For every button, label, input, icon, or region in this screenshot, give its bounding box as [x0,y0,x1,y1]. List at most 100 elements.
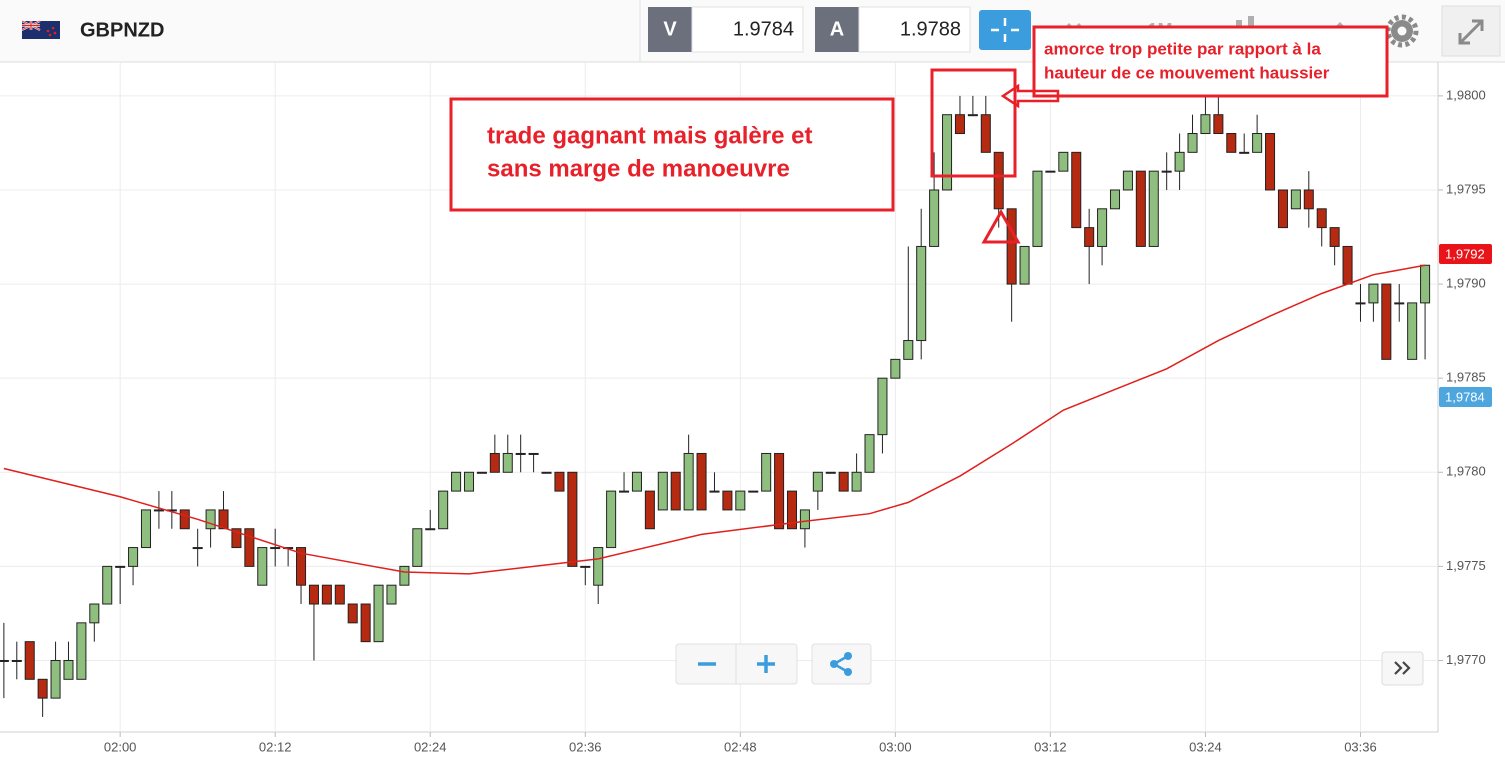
candle-body [851,471,862,492]
candle-body [89,603,100,624]
candle-body [412,528,423,567]
candle-body [1071,151,1082,229]
candle-body [761,452,772,492]
candle-body [1420,264,1431,304]
annotation-text: trade gagnant mais galère et [487,122,812,149]
candle-body [476,471,487,474]
candle-body [567,471,578,567]
y-tick-label: 1,9785 [1446,370,1486,385]
candle-body [709,490,720,493]
candle-body [1084,227,1095,247]
ask-button[interactable]: A 1.9788 [815,6,971,53]
candle-body [786,490,798,530]
candle-body [1019,245,1030,285]
candle-body [451,471,462,492]
candle-body [244,528,255,567]
candle-body [24,641,35,680]
flag-icon [21,20,60,39]
candle-body [929,189,940,247]
annotation-text: hauteur de ce mouvement haussier [1044,63,1330,82]
share-button[interactable] [811,643,872,685]
candle-body [128,547,139,567]
candle-body [1200,114,1211,135]
candle-body [774,452,785,530]
settings-button[interactable] [1385,14,1419,48]
candle-body [502,452,513,473]
candle-body [541,471,552,474]
scroll-end-button[interactable] [1381,651,1424,686]
x-tick-label: 03:36 [1344,739,1377,754]
candle-body [619,490,630,493]
candle-body [463,471,475,492]
x-tick-label: 02:12 [259,739,292,754]
candle-body [967,114,978,117]
x-tick-label: 02:00 [104,739,137,754]
candle-body [1342,245,1353,285]
candle-body [670,471,681,511]
candle-body [102,565,113,605]
candle-body [360,603,371,643]
x-tick-label: 03:00 [879,739,912,754]
candle-body [812,471,823,492]
candle-body [890,358,901,379]
annotation-arrow [1000,83,1060,109]
candle-body [140,509,152,549]
crosshair-button[interactable] [979,10,1031,50]
fullscreen-button[interactable] [1441,5,1501,57]
candle-body [825,471,836,474]
candle-body [321,584,332,605]
candle-body [192,547,203,550]
candle-body [1239,151,1250,154]
candle-body [877,377,888,436]
candle-body [1148,170,1159,247]
candle-body [153,509,164,512]
candle-body [1032,170,1043,247]
candle-body [37,678,48,699]
highlight-box [930,68,1017,178]
candle-body [606,490,617,549]
candle-body [334,584,345,605]
candle-body [1290,189,1301,210]
candle-body [218,509,229,530]
candle-body [1303,189,1314,210]
candle-body [1316,208,1327,229]
candle-body [735,490,746,511]
candle-body [296,547,307,586]
bid-button[interactable]: V 1.9784 [648,6,804,53]
candle-body [489,452,500,473]
candle-body [1122,170,1133,191]
candle-body [799,509,810,530]
ask-label-box [815,7,859,52]
candle-body [1213,114,1224,135]
candle-body [63,659,74,680]
x-tick-label: 02:24 [414,739,447,754]
candle-body [593,547,604,586]
annotation-text: amorce trop petite par rapport à la [1044,39,1321,58]
candle-body [179,509,190,530]
zoom-controls [675,643,1424,686]
candle-body [864,434,875,473]
y-tick-label: 1,9800 [1446,87,1486,102]
x-tick-label: 02:48 [724,739,757,754]
candle-body [1174,151,1185,172]
candle-body [1006,208,1017,285]
y-tick-label: 1,9780 [1446,464,1486,479]
annotation-side: amorce trop petite par rapport à la haut… [1032,25,1389,98]
candle-body [838,471,849,492]
chart: 1,9770 1,9775 1,9780 1,9785 1,9790 1,9795 1,98… [0,62,1492,754]
candle-body [1058,151,1069,172]
candle-body [1187,133,1198,153]
candle-body [1135,170,1146,247]
candle-body [50,659,61,699]
ask-label: A [830,18,844,40]
annotation-box [449,97,895,212]
candle-body [373,584,384,643]
annotation-main: trade gagnant mais galère et sans marge … [449,97,895,212]
bid-label: V [663,18,677,40]
x-tick-label: 03:24 [1189,739,1222,754]
zoom-in-button[interactable] [757,655,775,673]
ask-price-box [858,6,971,53]
candle-body [231,528,242,549]
bid-price: 1.9784 [733,18,794,40]
